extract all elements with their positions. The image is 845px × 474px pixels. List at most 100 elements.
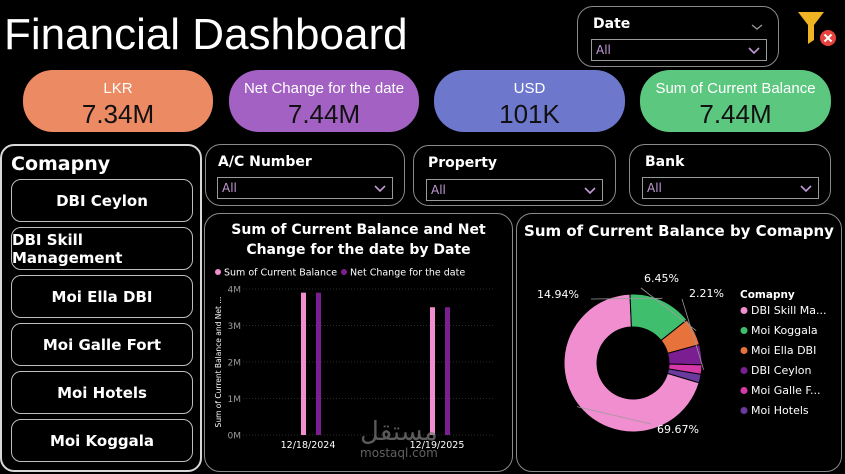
dashboard-title: Financial Dashboard (4, 10, 408, 59)
pie-chart-panel: Sum of Current Balance by Comapny 69.67%… (516, 213, 842, 472)
ac-number-value: All (222, 181, 237, 195)
legend-marker (740, 367, 748, 374)
bar (301, 292, 306, 435)
legend-label: Moi Koggala (751, 324, 818, 337)
legend-item: Moi Hotels (740, 404, 809, 417)
kpi-value: 7.44M (699, 99, 772, 129)
legend-item: Moi Ella DBI (740, 344, 816, 357)
label-leader-line (590, 297, 663, 300)
data-label: 2.21% (689, 287, 724, 300)
data-label: 6.45% (644, 272, 679, 285)
legend-item: DBI Ceylon (740, 364, 812, 377)
kpi-label: LKR (103, 80, 133, 97)
bank-slicer: Bank All (629, 144, 831, 206)
company-button-dbi-skill-management[interactable]: DBI Skill Management (11, 227, 193, 270)
label-leader-line (640, 287, 697, 331)
label-leader-line (576, 406, 652, 425)
bar-chart-title-line1: Sum of Current Balance and Net (231, 222, 486, 238)
bar (445, 307, 450, 435)
bar-chart: Sum of Current Balance Net Change for the… (214, 268, 495, 451)
legend-label: Sum of Current Balance (224, 268, 337, 279)
date-dropdown-value: All (596, 43, 611, 57)
ac-number-slicer: A/C Number All (205, 144, 405, 206)
bar-chart-title: Sum of Current Balance and Net Change fo… (205, 220, 512, 260)
y-tick-label: 1M (228, 395, 242, 405)
legend-item: DBI Skill Ma... (740, 304, 827, 317)
legend-item: Net Change for the date (341, 268, 465, 279)
date-dropdown[interactable]: All (591, 39, 767, 61)
legend-label: Net Change for the date (350, 268, 465, 279)
legend-marker (341, 269, 347, 275)
y-axis-label: Sum of Current Balance and Net ... (214, 297, 223, 428)
label-leader-line (681, 298, 705, 370)
property-value: All (431, 183, 446, 197)
property-slicer: Property All (413, 145, 616, 206)
kpi-label: USD (513, 80, 546, 97)
company-slicer: Comapny DBI Ceylon DBI Skill Management … (0, 144, 202, 472)
legend-marker (215, 269, 221, 275)
property-label: Property (428, 155, 498, 171)
date-slicer-collapse-icon[interactable] (750, 17, 764, 36)
bar-chart-panel: Sum of Current Balance and Net Change fo… (204, 213, 513, 472)
bank-value: All (647, 181, 662, 195)
legend-marker (740, 327, 748, 334)
legend-title: Comapny (740, 289, 795, 301)
chevron-down-icon (584, 187, 596, 195)
chevron-down-icon (748, 47, 760, 55)
bar (316, 292, 321, 435)
y-tick-label: 3M (228, 322, 242, 332)
legend-label: Moi Galle F... (751, 384, 820, 397)
property-dropdown[interactable]: All (426, 179, 603, 201)
y-tick-label: 2M (228, 359, 242, 369)
kpi-net-change: Net Change for the date 7.44M (229, 70, 419, 132)
kpi-usd: USD 101K (434, 70, 625, 132)
bank-label: Bank (645, 154, 685, 170)
x-tick-label: 12/19/2025 (410, 440, 465, 451)
bar (430, 307, 435, 435)
kpi-current-balance: Sum of Current Balance 7.44M (640, 70, 831, 132)
chevron-down-icon (374, 185, 386, 193)
kpi-lkr: LKR 7.34M (23, 70, 213, 132)
legend-label: Moi Hotels (751, 404, 809, 417)
kpi-value: 101K (499, 99, 560, 129)
company-slicer-title: Comapny (11, 153, 111, 175)
legend-label: DBI Ceylon (751, 364, 812, 377)
x-tick-label: 12/18/2024 (281, 440, 336, 451)
legend-item: Moi Koggala (740, 324, 818, 337)
legend-label: DBI Skill Ma... (751, 304, 827, 317)
y-tick-label: 4M (228, 286, 242, 296)
kpi-label: Net Change for the date (243, 80, 405, 97)
legend-marker (740, 407, 748, 414)
ac-number-dropdown[interactable]: All (217, 177, 393, 199)
kpi-value: 7.44M (287, 99, 361, 129)
clear-filters-icon[interactable] (796, 10, 840, 50)
chevron-down-icon (800, 185, 812, 193)
company-button-moi-hotels[interactable]: Moi Hotels (11, 371, 193, 414)
legend-label: Moi Ella DBI (751, 344, 816, 357)
donut-slice (666, 368, 702, 384)
donut-chart: 69.67% 14.94% 6.45% 2.21% Comapny DBI Skill M… (537, 272, 827, 436)
watermark-arabic: مستقل (360, 417, 438, 447)
legend-item: Moi Galle F... (740, 384, 820, 397)
date-slicer: Date All (577, 6, 779, 67)
kpi-label: Sum of Current Balance (655, 80, 816, 97)
date-slicer-label: Date (593, 16, 631, 32)
watermark-latin: mostaql.com (360, 446, 438, 460)
company-button-moi-ella-dbi[interactable]: Moi Ella DBI (11, 275, 193, 318)
pie-chart-title: Sum of Current Balance by Comapny (524, 222, 834, 240)
company-button-dbi-ceylon[interactable]: DBI Ceylon (11, 179, 193, 222)
company-button-moi-koggala[interactable]: Moi Koggala (11, 419, 193, 462)
donut-slice (563, 293, 700, 433)
data-label: 14.94% (537, 288, 579, 301)
legend-item: Sum of Current Balance (215, 268, 337, 279)
legend-marker (740, 347, 748, 354)
watermark-logo: مستقل mostaql.com (360, 418, 438, 460)
company-button-moi-galle-fort[interactable]: Moi Galle Fort (11, 323, 193, 366)
legend-marker (740, 307, 748, 314)
ac-number-label: A/C Number (218, 154, 312, 170)
y-tick-label: 0M (228, 432, 242, 442)
bar-chart-title-line2: Change for the date by Date (246, 242, 471, 258)
kpi-value: 7.34M (81, 99, 155, 129)
bank-dropdown[interactable]: All (642, 177, 819, 199)
legend-marker (740, 387, 748, 394)
